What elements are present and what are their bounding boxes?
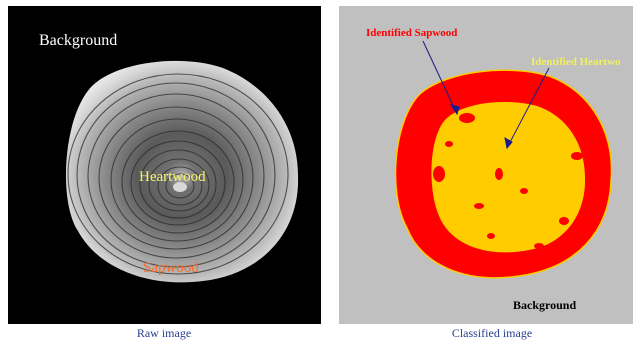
heartwood-arrow (506, 67, 550, 149)
pith (173, 182, 187, 192)
sapwood-label: Sapwood (143, 260, 199, 276)
heartwood-region (431, 102, 586, 253)
raw-image-caption: Raw image (136, 326, 192, 340)
classified-background-label: Background (513, 298, 577, 312)
identified-sapwood-label: Identified Sapwood (366, 27, 458, 39)
arrows (422, 40, 550, 150)
classified-image-panel: Identified Sapwood Identified Heartwo Ba… (339, 6, 633, 324)
log-outline (65, 60, 299, 283)
heartwood-label: Heartwood (139, 169, 206, 185)
identified-heartwood-label: Identified Heartwo (531, 56, 621, 68)
classified-image-caption: Classified image (451, 326, 533, 340)
sapwood-arrowhead (449, 104, 460, 116)
classified-log-cross-section (394, 40, 613, 279)
raw-image-panel: Background Heartwood Sapwood (8, 6, 321, 324)
sapwood-patches (433, 113, 583, 249)
heartwood-arrowhead (504, 137, 513, 150)
growth-rings (67, 73, 289, 275)
raw-log-cross-section (65, 60, 299, 283)
sapwood-arrow (422, 40, 458, 115)
background-label: Background (39, 32, 118, 49)
